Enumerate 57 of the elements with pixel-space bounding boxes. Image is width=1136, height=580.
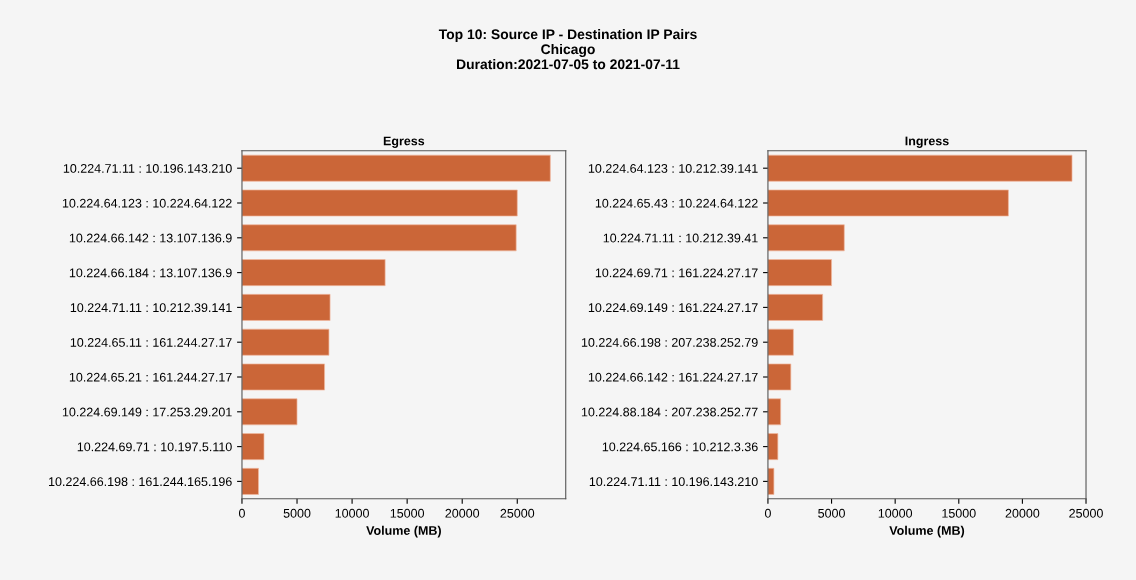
bar bbox=[241, 363, 325, 391]
y-tick-label: 10.224.69.71 : 161.224.27.17 bbox=[595, 268, 758, 278]
bar bbox=[241, 224, 517, 252]
y-tick-label: 10.224.71.11 : 10.212.39.141 bbox=[70, 303, 232, 313]
bar bbox=[767, 328, 794, 356]
bar bbox=[241, 433, 265, 460]
y-tick-label: 10.224.71.11 : 10.212.39.41 bbox=[603, 233, 758, 243]
x-tick-label: 0 bbox=[764, 508, 771, 518]
bar bbox=[241, 294, 331, 321]
y-tick-label: 10.224.69.71 : 10.197.5.110 bbox=[77, 442, 232, 452]
bar bbox=[767, 398, 782, 426]
y-tick-label: 10.224.66.198 : 161.244.165.196 bbox=[49, 477, 232, 487]
y-tick-label: 10.224.66.184 : 13.107.136.9 bbox=[69, 268, 232, 278]
x-tick-label: 20000 bbox=[1005, 508, 1040, 518]
bar bbox=[767, 363, 792, 391]
bar bbox=[767, 294, 823, 321]
x-tick-label: 5000 bbox=[283, 508, 311, 518]
x-tick-label: 25000 bbox=[1069, 508, 1103, 518]
bar bbox=[241, 398, 298, 426]
bar bbox=[241, 189, 518, 217]
y-tick-label: 10.224.64.123 : 10.212.39.141 bbox=[588, 164, 758, 173]
y-tick-label: 10.224.69.149 : 161.224.27.17 bbox=[588, 303, 758, 313]
bar bbox=[767, 468, 775, 495]
x-tick-label: 25000 bbox=[500, 508, 535, 518]
bar bbox=[767, 259, 832, 286]
chart-title: Ingress bbox=[905, 136, 949, 148]
y-tick-label: 10.224.64.123 : 10.224.64.122 bbox=[62, 198, 232, 208]
bar bbox=[767, 154, 1073, 182]
x-tick-label: 10000 bbox=[335, 508, 369, 518]
x-tick-label: 15000 bbox=[390, 508, 425, 518]
bar bbox=[241, 259, 386, 286]
bar bbox=[241, 328, 330, 356]
x-tick-label: 5000 bbox=[818, 508, 845, 518]
y-tick-label: 10.224.65.43 : 10.224.64.122 bbox=[595, 198, 758, 208]
y-tick-label: 10.224.66.142 : 161.224.27.17 bbox=[588, 372, 758, 382]
bar bbox=[241, 154, 551, 182]
bar bbox=[767, 189, 1009, 217]
bar bbox=[767, 433, 779, 460]
chart-title: Egress bbox=[383, 136, 425, 148]
y-tick-label: 10.224.71.11 : 10.196.143.210 bbox=[63, 164, 232, 173]
x-tick-label: 10000 bbox=[878, 508, 913, 518]
y-tick-label: 10.224.65.11 : 161.244.27.17 bbox=[70, 338, 232, 347]
x-axis-title: Volume (MB) bbox=[889, 525, 965, 538]
y-tick-label: 10.224.65.21 : 161.244.27.17 bbox=[69, 372, 232, 382]
text: Top 10: Source IP - Destination IP Pairs Chicago Duration:2021-07-05 to 2021-07-11 bbox=[438, 29, 697, 70]
x-tick-label: 0 bbox=[238, 508, 245, 518]
bar bbox=[767, 224, 845, 252]
y-tick-label: 10.224.69.149 : 17.253.29.201 bbox=[62, 407, 232, 417]
y-tick-label: 10.224.65.166 : 10.212.3.36 bbox=[602, 442, 758, 452]
x-tick-label: 15000 bbox=[942, 508, 976, 518]
y-tick-label: 10.224.66.198 : 207.238.252.79 bbox=[581, 338, 758, 347]
y-tick-label: 10.224.88.184 : 207.238.252.77 bbox=[581, 407, 758, 417]
y-tick-label: 10.224.66.142 : 13.107.136.9 bbox=[69, 233, 232, 243]
x-tick-label: 20000 bbox=[445, 508, 480, 518]
y-tick-label: 10.224.71.11 : 10.196.143.210 bbox=[589, 477, 758, 487]
bar bbox=[241, 468, 259, 495]
x-axis-title: Volume (MB) bbox=[366, 525, 441, 538]
